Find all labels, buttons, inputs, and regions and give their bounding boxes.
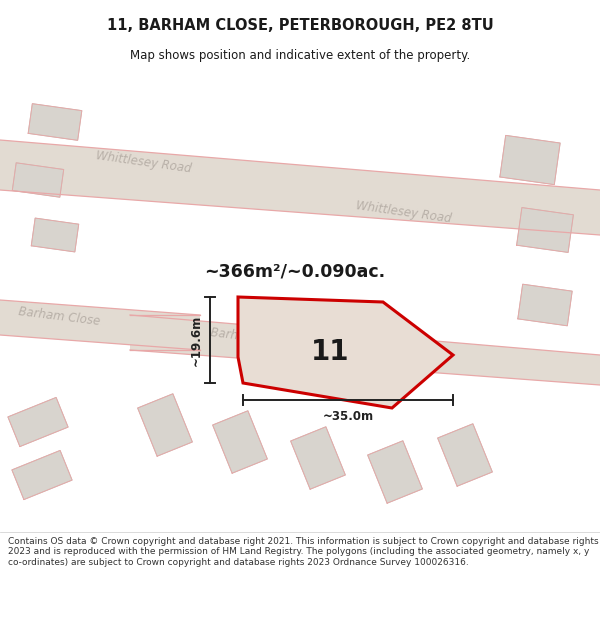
Text: Barham Close: Barham Close	[210, 326, 293, 349]
Polygon shape	[12, 162, 64, 198]
Text: 11, BARHAM CLOSE, PETERBOROUGH, PE2 8TU: 11, BARHAM CLOSE, PETERBOROUGH, PE2 8TU	[107, 18, 493, 32]
Text: ~35.0m: ~35.0m	[322, 409, 374, 422]
Text: Contains OS data © Crown copyright and database right 2021. This information is : Contains OS data © Crown copyright and d…	[8, 537, 599, 567]
Text: Map shows position and indicative extent of the property.: Map shows position and indicative extent…	[130, 49, 470, 61]
Polygon shape	[290, 427, 346, 489]
Polygon shape	[238, 297, 453, 408]
Polygon shape	[28, 104, 82, 141]
Polygon shape	[368, 441, 422, 503]
Polygon shape	[517, 208, 574, 252]
Text: ~366m²/~0.090ac.: ~366m²/~0.090ac.	[205, 263, 386, 281]
Polygon shape	[518, 284, 572, 326]
Text: Barham Close: Barham Close	[18, 306, 101, 329]
Polygon shape	[137, 394, 193, 456]
Text: ~19.6m: ~19.6m	[190, 314, 203, 366]
Polygon shape	[31, 218, 79, 252]
Polygon shape	[8, 398, 68, 447]
Text: Whittlesey Road: Whittlesey Road	[355, 199, 452, 225]
Polygon shape	[130, 315, 600, 385]
Polygon shape	[12, 451, 72, 499]
Polygon shape	[0, 140, 600, 235]
Polygon shape	[500, 136, 560, 184]
Text: Whittlesey Road: Whittlesey Road	[95, 149, 192, 175]
Polygon shape	[0, 300, 200, 350]
Polygon shape	[437, 424, 493, 486]
Polygon shape	[212, 411, 268, 473]
Text: 11: 11	[311, 338, 349, 366]
